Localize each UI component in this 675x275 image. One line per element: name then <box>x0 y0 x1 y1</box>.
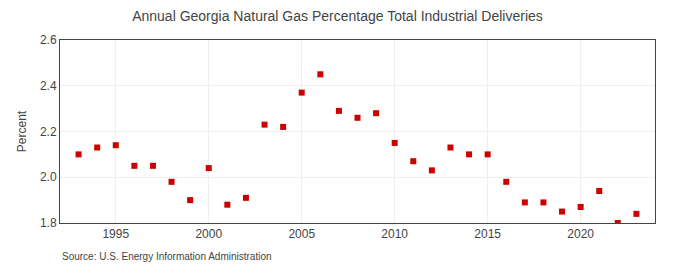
svg-text:1995: 1995 <box>102 227 129 241</box>
svg-text:Annual Georgia Natural Gas Per: Annual Georgia Natural Gas Percentage To… <box>132 8 543 24</box>
svg-text:2.0: 2.0 <box>40 170 57 184</box>
svg-text:2.6: 2.6 <box>40 33 57 47</box>
svg-text:Percent: Percent <box>15 110 29 152</box>
svg-text:2.4: 2.4 <box>40 79 57 93</box>
svg-text:2.2: 2.2 <box>40 125 57 139</box>
svg-text:2005: 2005 <box>288 227 315 241</box>
svg-text:Source: U.S. Energy Informatio: Source: U.S. Energy Information Administ… <box>62 251 272 262</box>
svg-text:1.8: 1.8 <box>40 216 57 230</box>
svg-text:2020: 2020 <box>567 227 594 241</box>
svg-text:2015: 2015 <box>474 227 501 241</box>
svg-text:2000: 2000 <box>195 227 222 241</box>
svg-text:2010: 2010 <box>381 227 408 241</box>
